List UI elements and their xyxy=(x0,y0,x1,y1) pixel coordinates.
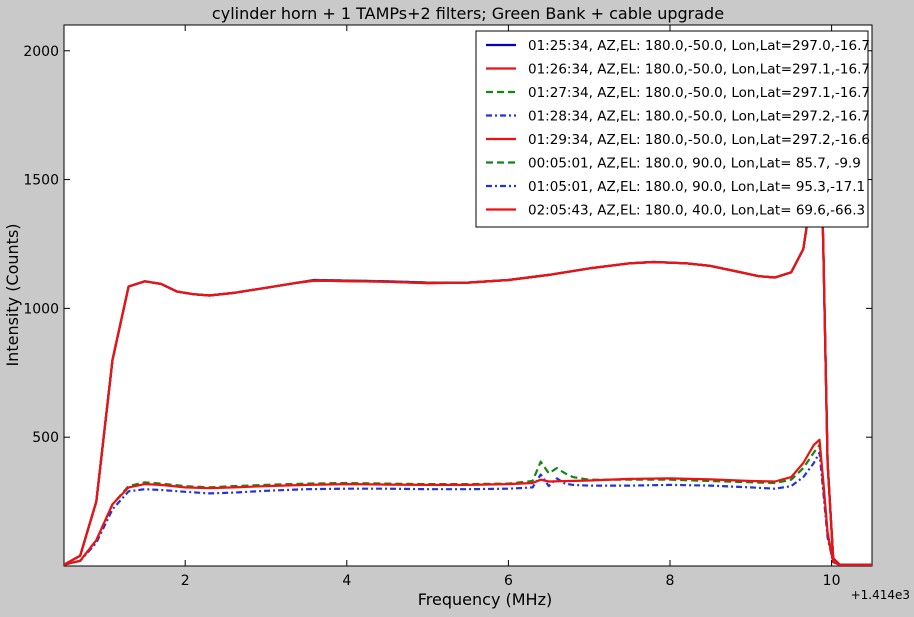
x-tick-label: 8 xyxy=(666,573,675,589)
x-tick-label: 4 xyxy=(342,573,351,589)
legend-label: 01:29:34, AZ,EL: 180.0,-50.0, Lon,Lat=29… xyxy=(528,132,870,148)
legend-entry: 01:29:34, AZ,EL: 180.0,-50.0, Lon,Lat=29… xyxy=(486,132,870,148)
x-tick-label: 2 xyxy=(181,573,190,589)
legend-label: 01:05:01, AZ,EL: 180.0, 90.0, Lon,Lat= 9… xyxy=(528,179,865,195)
x-tick-label: 10 xyxy=(823,573,841,589)
legend-entry: 01:25:34, AZ,EL: 180.0,-50.0, Lon,Lat=29… xyxy=(486,38,870,54)
chart-title: cylinder horn + 1 TAMPs+2 filters; Green… xyxy=(212,4,724,23)
legend: 01:25:34, AZ,EL: 180.0,-50.0, Lon,Lat=29… xyxy=(475,30,870,228)
x-tick-label: 6 xyxy=(504,573,513,589)
y-tick-label: 500 xyxy=(32,430,59,446)
legend-entry: 00:05:01, AZ,EL: 180.0, 90.0, Lon,Lat= 8… xyxy=(486,156,861,172)
x-axis-label: Frequency (MHz) xyxy=(418,590,552,609)
series-line-6 xyxy=(64,443,872,566)
legend-entry: 01:05:01, AZ,EL: 180.0, 90.0, Lon,Lat= 9… xyxy=(486,179,865,195)
legend-entry: 01:28:34, AZ,EL: 180.0,-50.0, Lon,Lat=29… xyxy=(486,109,870,125)
y-tick-label: 1000 xyxy=(23,301,59,317)
y-tick-label: 2000 xyxy=(23,44,59,60)
legend-label: 01:28:34, AZ,EL: 180.0,-50.0, Lon,Lat=29… xyxy=(528,109,870,125)
legend-entry: 01:26:34, AZ,EL: 180.0,-50.0, Lon,Lat=29… xyxy=(486,62,870,78)
legend-entry: 01:27:34, AZ,EL: 180.0,-50.0, Lon,Lat=29… xyxy=(486,85,870,101)
legend-label: 00:05:01, AZ,EL: 180.0, 90.0, Lon,Lat= 8… xyxy=(528,156,861,172)
y-tick-label: 1500 xyxy=(23,173,59,189)
y-axis-label: Intensity (Counts) xyxy=(3,223,22,366)
x-offset-label: +1.414e3 xyxy=(851,588,910,602)
series-line-8 xyxy=(64,438,872,566)
axes-layer: 2 4 6 8 10 500 1000 1500 2000 xyxy=(23,25,872,589)
legend-label: 01:25:34, AZ,EL: 180.0,-50.0, Lon,Lat=29… xyxy=(528,38,870,54)
legend-label: 02:05:43, AZ,EL: 180.0, 40.0, Lon,Lat= 6… xyxy=(528,203,865,219)
legend-box xyxy=(475,30,869,228)
legend-label: 01:27:34, AZ,EL: 180.0,-50.0, Lon,Lat=29… xyxy=(528,85,870,101)
legend-label: 01:26:34, AZ,EL: 180.0,-50.0, Lon,Lat=29… xyxy=(528,62,870,78)
legend-entry: 02:05:43, AZ,EL: 180.0, 40.0, Lon,Lat= 6… xyxy=(486,203,865,219)
